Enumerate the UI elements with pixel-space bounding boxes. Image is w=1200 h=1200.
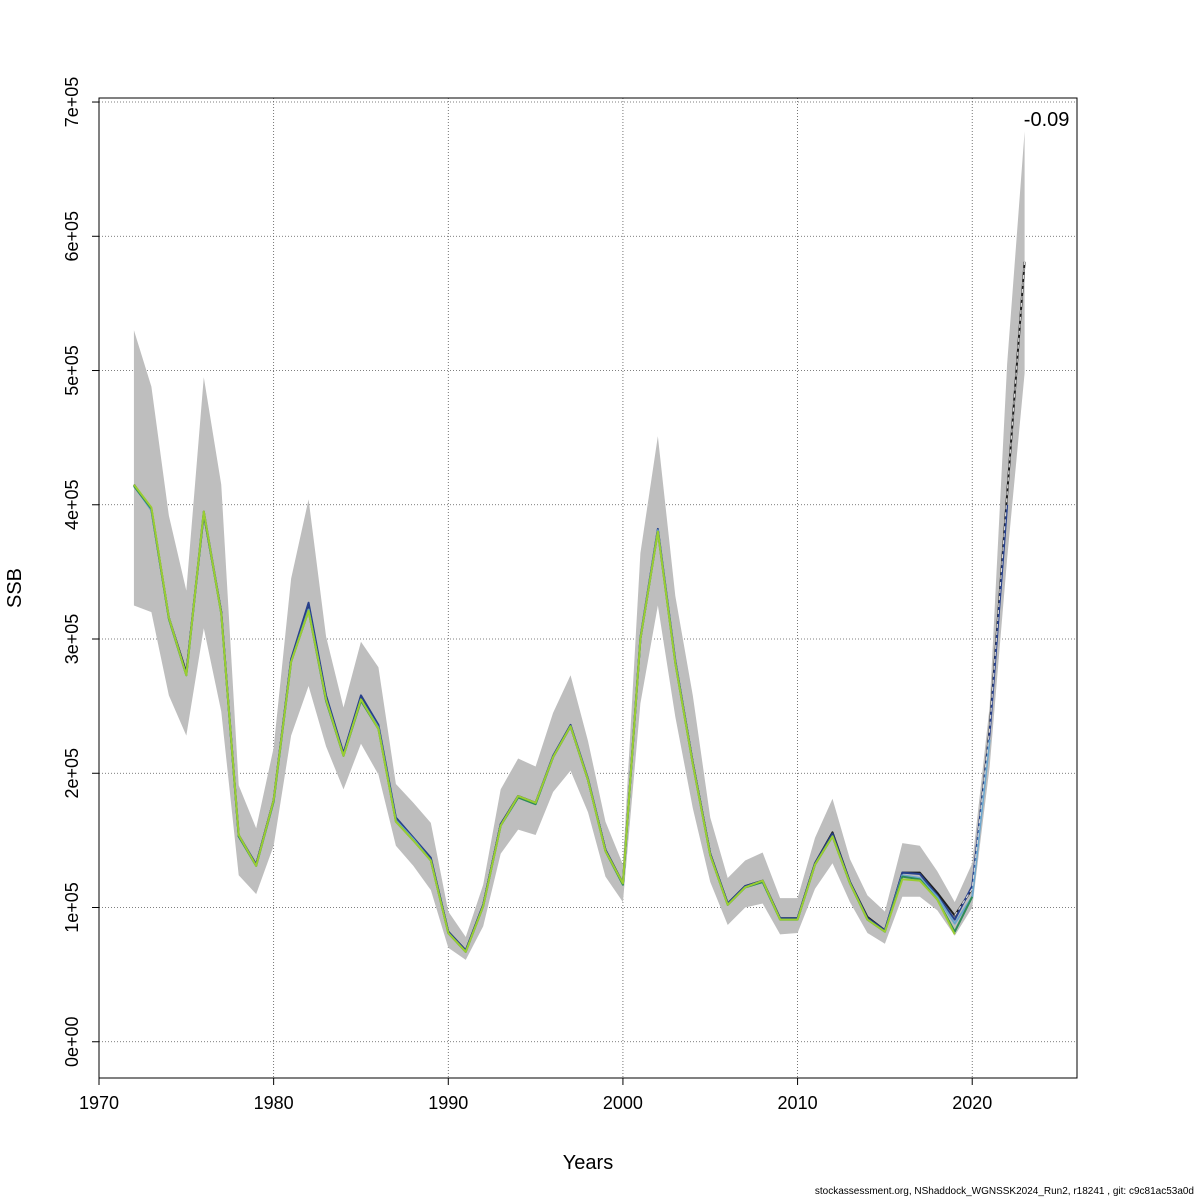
y-axis: 0e+00 1e+05 2e+05 3e+05 4e+05 5e+05 6e+05 7e+05: [62, 77, 100, 1067]
series-lines: [133, 261, 1026, 953]
y-axis-title: SSB: [4, 568, 26, 608]
confidence-band-group: [133, 131, 1025, 960]
y-tick-label: 7e+05: [62, 77, 82, 128]
y-tick-label: 1e+05: [62, 882, 82, 933]
y-tick-label: 0e+00: [62, 1016, 82, 1067]
x-tick-label: 2020: [952, 1093, 992, 1113]
y-tick-label: 6e+05: [62, 211, 82, 262]
x-tick-label: 2000: [603, 1093, 643, 1113]
x-axis-title: Years: [563, 1152, 613, 1174]
x-tick-label: 1990: [428, 1093, 468, 1113]
footer-caption: stockassessment.org, NShaddock_WGNSSK202…: [814, 1186, 1194, 1197]
y-tick-label: 3e+05: [62, 614, 82, 665]
x-tick-label: 1970: [79, 1093, 119, 1113]
x-axis: 1970 1980 1990 2000 2010 2020: [79, 1077, 992, 1113]
series-line-6: [954, 261, 1026, 916]
x-tick-label: 1980: [254, 1093, 294, 1113]
y-tick-label: 4e+05: [62, 479, 82, 530]
y-tick-label: 5e+05: [62, 345, 82, 396]
confidence-band: [133, 131, 1025, 960]
annotation-label: -0.09: [1024, 109, 1070, 131]
series-line-5: [133, 484, 956, 953]
y-tick-label: 2e+05: [62, 748, 82, 799]
x-tick-label: 2010: [778, 1093, 818, 1113]
